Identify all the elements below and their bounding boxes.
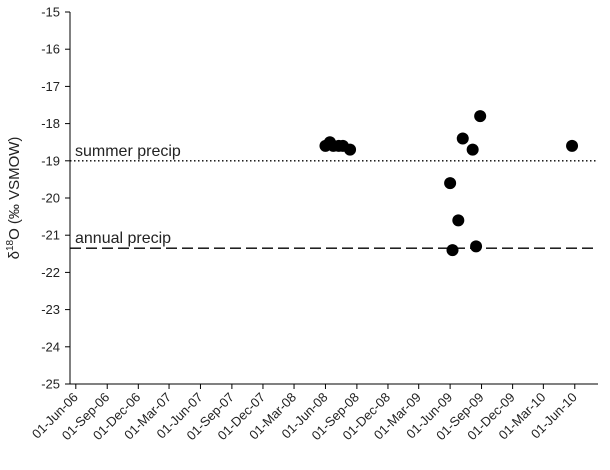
reference-line-labels: summer precip annual precip [75,143,181,247]
y-tick-label: -17 [41,79,60,94]
y-tick-label: -23 [41,302,60,317]
x-axis-ticks: 01-Jun-0601-Sep-0601-Dec-0601-Mar-0701-J… [29,384,580,443]
y-axis-label: δ18O (‰ VSMOW) [5,137,23,260]
y-tick-label: -19 [41,153,60,168]
data-points [319,110,579,257]
y-tick-label: -24 [41,339,60,354]
y-tick-label: -25 [41,377,60,392]
data-point [470,240,483,253]
reference-lines [70,160,598,249]
y-axis-label-delta: δ [6,251,23,259]
y-axis-label-superscript: 18 [5,239,16,251]
data-point [566,139,579,152]
axes: -15 -16 -17 -18 -19 -20 -21 -22 -23 -24 -25 01-Jun… [29,5,598,443]
data-point [344,143,357,156]
y-tick-label: -21 [41,228,60,243]
y-tick-label: -18 [41,116,60,131]
data-point [466,143,479,156]
annual-precip-label: annual precip [75,230,171,247]
data-point [474,110,487,123]
data-point [444,177,457,190]
y-axis-label-rest: O (‰ VSMOW) [6,137,23,240]
y-tick-label: -15 [41,5,60,20]
y-axis-ticks: -15 -16 -17 -18 -19 -20 -21 -22 -23 -24 -25 [41,5,70,392]
y-tick-label: -16 [41,42,60,57]
y-tick-label: -22 [41,265,60,280]
y-tick-label: -20 [41,191,60,206]
summer-precip-label: summer precip [75,143,181,160]
data-point [452,214,465,227]
data-point [456,132,469,145]
data-point [446,244,459,257]
